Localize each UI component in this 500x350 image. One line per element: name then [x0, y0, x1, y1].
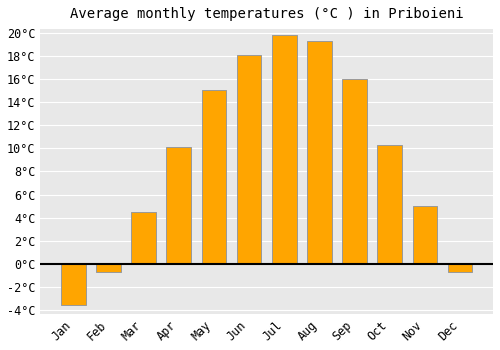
Title: Average monthly temperatures (°C ) in Priboieni: Average monthly temperatures (°C ) in Pr… [70, 7, 464, 21]
Bar [272, 35, 296, 264]
Bar [166, 147, 191, 264]
Bar [237, 55, 262, 264]
Bar [378, 145, 402, 264]
Bar [412, 206, 438, 264]
Bar [307, 41, 332, 264]
Bar [96, 264, 120, 272]
Bar [448, 264, 472, 272]
Bar [202, 90, 226, 264]
Bar [131, 212, 156, 264]
Bar [61, 264, 86, 304]
Bar [342, 79, 367, 264]
